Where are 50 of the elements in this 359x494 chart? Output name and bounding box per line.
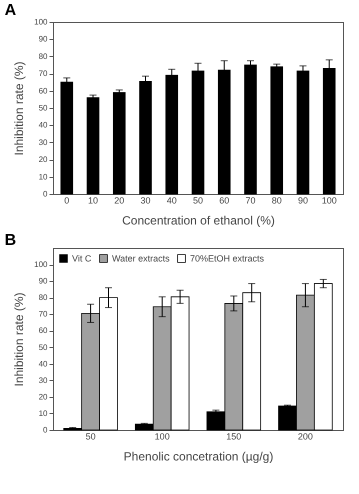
y-tick-label: 0 xyxy=(43,426,48,434)
y-tick-label: 80 xyxy=(38,293,48,302)
bar xyxy=(296,70,310,194)
y-tick-label: 80 xyxy=(38,52,48,61)
y-tick-label: 40 xyxy=(38,359,48,368)
y-tick-label: 70 xyxy=(38,69,48,78)
y-tick-label: 60 xyxy=(38,86,48,96)
y-tick-label: 20 xyxy=(38,155,48,164)
x-tick-label: 90 xyxy=(298,196,308,206)
y-tick-label: 100 xyxy=(34,260,48,270)
y-tick-label: 30 xyxy=(38,138,48,147)
chart-title: B xyxy=(4,232,16,249)
x-tick-label: 30 xyxy=(140,196,151,206)
x-tick-label: 70 xyxy=(245,196,256,206)
x-tick-label: 200 xyxy=(298,432,313,442)
x-tick-label: 10 xyxy=(88,196,98,206)
y-tick-label: 10 xyxy=(38,172,48,182)
x-tick-label: 100 xyxy=(154,432,170,442)
bar xyxy=(244,64,257,194)
x-tick-label: 60 xyxy=(219,196,230,206)
y-tick-label: 70 xyxy=(38,310,48,319)
y-tick-label: 50 xyxy=(38,342,48,352)
bar xyxy=(60,82,74,194)
y-tick-label: 40 xyxy=(38,120,48,130)
legend-label: Vit C xyxy=(72,254,92,264)
x-tick-label: 150 xyxy=(226,432,242,442)
legend-label: Water extracts xyxy=(112,254,170,264)
y-tick-label: 90 xyxy=(38,276,48,286)
y-tick-label: 30 xyxy=(38,376,48,385)
x-tick-label: 80 xyxy=(272,196,282,206)
x-tick-label: 50 xyxy=(192,196,204,206)
legend-label: 70%EtOH extracts xyxy=(190,254,265,264)
y-axis-title: Inhibition rate (%) xyxy=(12,61,26,156)
x-tick-label: 100 xyxy=(322,196,337,206)
y-tick-label: 20 xyxy=(38,392,48,402)
x-axis-title: Concentration of ethanol (%) xyxy=(122,214,275,228)
x-tick-label: 40 xyxy=(166,196,177,206)
y-tick-label: 0 xyxy=(43,190,48,198)
y-tick-label: 90 xyxy=(38,34,48,44)
bar xyxy=(139,80,152,194)
y-tick-label: 10 xyxy=(38,408,48,418)
y-tick-label: 60 xyxy=(38,326,48,336)
y-tick-label: 100 xyxy=(34,18,48,26)
x-tick-label: 0 xyxy=(64,196,70,206)
x-tick-label: 50 xyxy=(86,432,96,442)
x-tick-label: 20 xyxy=(114,196,124,206)
y-tick-label: 50 xyxy=(38,104,48,112)
chart-title: A xyxy=(4,2,17,19)
x-axis-title: Phenolic concetration (µg/g) xyxy=(124,450,274,464)
y-axis-title: Inhibition rate (%) xyxy=(12,292,26,387)
